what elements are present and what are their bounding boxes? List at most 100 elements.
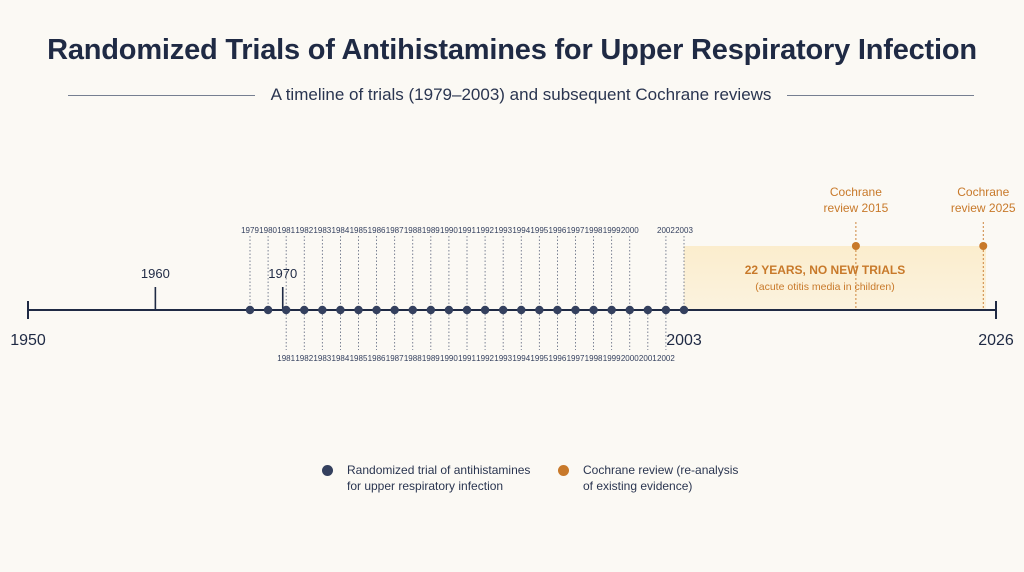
trial-label-below-1996: 1996 bbox=[549, 354, 567, 363]
gap-region bbox=[684, 246, 986, 310]
trial-dot-1992 bbox=[480, 305, 490, 315]
legend-review-dot bbox=[558, 465, 569, 476]
trial-label-below-1999: 1999 bbox=[603, 354, 621, 363]
review-label-2025-line1: Cochrane bbox=[957, 185, 1009, 199]
trial-dot-1979 bbox=[245, 305, 255, 315]
trial-dot-1991 bbox=[462, 305, 472, 315]
legend-review-label: Cochrane review (re-analysis of existing… bbox=[583, 463, 739, 493]
legend-item-trial: Randomized trial of antihistamines for u… bbox=[322, 462, 530, 494]
trial-dot-1995 bbox=[535, 305, 544, 315]
trial-label-above-1989: 1989 bbox=[422, 226, 440, 235]
review-dot-2015 bbox=[851, 242, 860, 250]
trial-markers: 1979 1980 19811981198219821983198319841984… bbox=[241, 226, 693, 363]
trial-label-above-1998: 1998 bbox=[585, 226, 603, 235]
axis-start-label: 1950 bbox=[10, 332, 46, 349]
trial-label-below-1989: 1989 bbox=[422, 354, 440, 363]
trial-dot-2003 bbox=[679, 305, 689, 315]
trial-label-above-2002: 2002 bbox=[657, 226, 675, 235]
trial-label-above-1991: 1991 bbox=[458, 226, 476, 235]
legend: Randomized trial of antihistamines for u… bbox=[322, 462, 822, 502]
trial-dot-1984 bbox=[336, 305, 345, 315]
trial-label-above-1979: 1979 bbox=[241, 226, 259, 235]
trial-label-above-1990: 1990 bbox=[440, 226, 458, 235]
subtitle: A timeline of trials (1979–2003) and sub… bbox=[270, 85, 772, 104]
trial-label-above-1982: 1982 bbox=[295, 226, 313, 235]
trial-dot-2000 bbox=[625, 305, 634, 315]
trial-label-above-1994: 1994 bbox=[512, 226, 530, 235]
trial-label-below-1998: 1998 bbox=[585, 354, 603, 363]
trial-label-above-1992: 1992 bbox=[476, 226, 494, 235]
axis-end-label: 2026 bbox=[978, 332, 1014, 349]
trial-label-below-1991: 1991 bbox=[458, 354, 476, 363]
trial-label-above-1983: 1983 bbox=[313, 226, 331, 235]
trial-label-below-1988: 1988 bbox=[404, 354, 422, 363]
trial-label-below-1995: 1995 bbox=[530, 354, 548, 363]
trial-end-label: 2003 bbox=[666, 332, 702, 349]
trial-dot-1988 bbox=[408, 305, 417, 315]
review-markers: Cochrane review 2015 Cochrane review 2025 bbox=[824, 185, 1016, 310]
trial-dot-1994 bbox=[517, 305, 526, 315]
trial-dot-1987 bbox=[390, 305, 399, 315]
legend-trial-dot bbox=[322, 465, 333, 476]
trial-dot-1990 bbox=[444, 305, 454, 315]
legend-item-review: Cochrane review (re-analysis of existing… bbox=[558, 462, 738, 494]
trial-dot-1999 bbox=[607, 305, 616, 315]
timeline-axis: 1950 2026 2003 1960 1970 bbox=[10, 266, 1014, 349]
reference-label-1960: 1960 bbox=[141, 266, 170, 281]
trial-dot-1993 bbox=[498, 305, 508, 315]
gap-annotation: 22 YEARS, NO NEW TRIALS (acute otitis med… bbox=[684, 246, 986, 310]
reference-label-1970: 1970 bbox=[268, 266, 297, 281]
trial-dot-1981 bbox=[281, 305, 291, 315]
trial-label-above-1980: 1980 bbox=[259, 226, 277, 235]
trial-label-above-2000: 2000 bbox=[621, 226, 639, 235]
trial-dot-1996 bbox=[553, 305, 562, 315]
review-dot-2025 bbox=[979, 242, 988, 250]
trial-dot-1986 bbox=[372, 305, 381, 315]
trial-dot-1989 bbox=[426, 305, 436, 315]
trial-label-above-1997: 1997 bbox=[567, 226, 585, 235]
trial-label-below-2002: 2002 bbox=[657, 354, 675, 363]
trial-dot-1985 bbox=[354, 305, 363, 315]
gap-note: (acute otitis media in children) bbox=[755, 281, 894, 293]
trial-label-above-1986: 1986 bbox=[368, 226, 386, 235]
gap-headline: 22 YEARS, NO NEW TRIALS bbox=[745, 263, 905, 277]
trial-label-below-1987: 1987 bbox=[386, 354, 404, 363]
trial-label-below-1985: 1985 bbox=[350, 354, 368, 363]
trial-label-below-1984: 1984 bbox=[332, 354, 350, 363]
trial-label-above-1999: 1999 bbox=[603, 226, 621, 235]
trial-dot-2002 bbox=[661, 305, 671, 315]
trial-label-below-1994: 1994 bbox=[512, 354, 530, 363]
legend-trial-label: Randomized trial of antihistamines for u… bbox=[347, 463, 531, 493]
trial-label-below-1982: 1982 bbox=[295, 354, 313, 363]
review-label-2015-line1: Cochrane bbox=[830, 185, 882, 199]
trial-label-above-1988: 1988 bbox=[404, 226, 422, 235]
trial-label-above-1987: 1987 bbox=[386, 226, 404, 235]
trial-label-above-1995: 1995 bbox=[530, 226, 548, 235]
trial-label-above-2003: 2003 bbox=[675, 226, 693, 235]
trial-label-above-1996: 1996 bbox=[549, 226, 567, 235]
page-title: Randomized Trials of Antihistamines for … bbox=[47, 34, 977, 66]
trial-dot-2001 bbox=[643, 305, 653, 315]
trial-label-below-1986: 1986 bbox=[368, 354, 386, 363]
trial-dot-1998 bbox=[589, 305, 598, 315]
trial-dot-1997 bbox=[571, 305, 580, 315]
trial-label-below-2001: 2001 bbox=[639, 354, 657, 363]
timeline-chart: 22 YEARS, NO NEW TRIALS (acute otitis med… bbox=[10, 185, 1016, 363]
trial-dot-1982 bbox=[300, 305, 309, 315]
trial-label-below-1983: 1983 bbox=[313, 354, 331, 363]
review-label-2025-line2: review 2025 bbox=[951, 201, 1016, 215]
trial-label-below-1981: 1981 bbox=[277, 354, 295, 363]
trial-label-above-1984: 1984 bbox=[332, 226, 350, 235]
trial-label-above-1981: 1981 bbox=[277, 226, 295, 235]
trial-label-above-1985: 1985 bbox=[350, 226, 368, 235]
trial-label-below-1990: 1990 bbox=[440, 354, 458, 363]
trial-label-above-1993: 1993 bbox=[494, 226, 512, 235]
subtitle-row: A timeline of trials (1979–2003) and sub… bbox=[68, 84, 975, 106]
subtitle-rule-left bbox=[68, 94, 255, 96]
trial-label-below-1992: 1992 bbox=[476, 354, 494, 363]
trial-label-below-1997: 1997 bbox=[567, 354, 585, 363]
trial-dot-1980 bbox=[263, 305, 273, 315]
trial-label-below-1993: 1993 bbox=[494, 354, 512, 363]
trial-dot-1983 bbox=[318, 305, 327, 315]
subtitle-rule-right bbox=[787, 94, 975, 96]
